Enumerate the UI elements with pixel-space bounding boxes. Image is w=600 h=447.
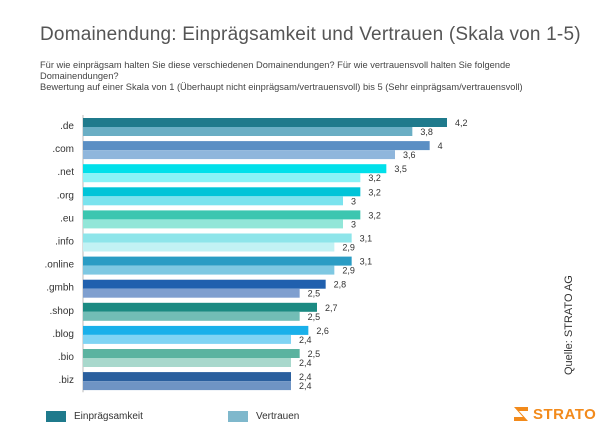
data-label-com-vertrauen: 3,6 [403,150,416,160]
category-label-blog: .blog [52,329,74,340]
data-label-net-einpraegsamkeit: 3,5 [394,164,407,174]
data-label-biz-einpraegsamkeit: 2,4 [299,372,312,382]
data-label-org-vertrauen: 3 [351,196,356,206]
subtitle-line-2: Bewertung auf einer Skala von 1 (Überhau… [40,82,523,92]
bar-info-vertrauen [83,242,335,252]
legend-swatch-einpraegsamkeit [46,411,66,422]
legend-item-einpraegsamkeit: Einprägsamkeit [46,411,143,422]
data-label-eu-einpraegsamkeit: 3,2 [368,210,381,220]
strato-logo-text: STRATO [533,405,597,423]
bar-de-einpraegsamkeit [83,118,447,127]
bar-biz-einpraegsamkeit [83,372,291,382]
bar-biz-vertrauen [83,381,291,391]
category-label-biz: .biz [58,375,74,386]
data-label-bio-vertrauen: 2,4 [299,358,312,368]
data-label-gmbh-vertrauen: 2,5 [308,289,321,299]
data-label-online-einpraegsamkeit: 3,1 [360,257,373,267]
bar-online-vertrauen [83,265,335,275]
data-label-online-vertrauen: 2,9 [342,266,355,276]
data-label-info-vertrauen: 2,9 [342,243,355,253]
category-label-bio: .bio [58,352,75,363]
bar-info-einpraegsamkeit [83,233,352,243]
bar-online-einpraegsamkeit [83,256,352,266]
category-label-eu: .eu [60,213,74,224]
category-label-info: .info [55,237,74,248]
subtitle-line-1: Für wie einprägsam halten Sie diese vers… [40,60,511,81]
bar-blog-vertrauen [83,334,291,344]
legend-item-vertrauen: Vertrauen [228,411,299,422]
bar-org-vertrauen [83,196,343,206]
bar-eu-vertrauen [83,219,343,229]
category-label-de: .de [60,121,74,132]
data-label-biz-vertrauen: 2,4 [299,381,312,391]
category-label-shop: .shop [50,306,75,317]
category-label-org: .org [57,190,74,201]
data-label-blog-einpraegsamkeit: 2,6 [316,326,329,336]
data-label-de-vertrauen: 3,8 [420,127,433,137]
data-label-com-einpraegsamkeit: 4 [438,141,443,151]
data-label-info-einpraegsamkeit: 3,1 [360,234,373,244]
bar-eu-einpraegsamkeit [83,210,361,220]
bar-shop-vertrauen [83,311,300,321]
bar-shop-einpraegsamkeit [83,302,317,312]
strato-logo-mark [514,407,528,421]
bar-org-einpraegsamkeit [83,187,361,197]
data-label-org-einpraegsamkeit: 3,2 [368,187,381,197]
data-label-eu-vertrauen: 3 [351,219,356,229]
bar-com-vertrauen [83,150,395,160]
data-label-gmbh-einpraegsamkeit: 2,8 [334,280,347,290]
legend-label-vertrauen: Vertrauen [256,411,300,422]
data-label-shop-vertrauen: 2,5 [308,312,321,322]
bar-bio-vertrauen [83,358,291,367]
data-label-bio-einpraegsamkeit: 2,5 [308,349,321,359]
bar-net-einpraegsamkeit [83,164,387,174]
bar-gmbh-vertrauen [83,288,300,298]
bar-de-vertrauen [83,127,413,136]
category-label-net: .net [57,167,74,178]
bar-com-einpraegsamkeit [83,141,430,151]
source-note: Quelle: STRATO AG [563,275,575,375]
category-label-gmbh: .gmbh [46,283,74,294]
bar-gmbh-einpraegsamkeit [83,279,326,289]
category-label-online: .online [45,260,75,271]
data-label-net-vertrauen: 3,2 [368,173,381,183]
chart-subtitle: Für wie einprägsam halten Sie diese vers… [40,60,580,93]
data-label-blog-vertrauen: 2,4 [299,335,312,345]
legend-swatch-vertrauen [228,411,248,422]
bar-net-vertrauen [83,173,361,183]
bar-blog-einpraegsamkeit [83,325,309,335]
data-label-shop-einpraegsamkeit: 2,7 [325,303,338,313]
bar-bio-einpraegsamkeit [83,349,300,358]
chart-title: Domainendung: Einprägsamkeit und Vertrau… [40,24,581,45]
legend-label-einpraegsamkeit: Einprägsamkeit [74,411,143,422]
data-label-de-einpraegsamkeit: 4,2 [455,118,468,128]
strato-logo: STRATO [512,405,596,423]
category-label-com: .com [52,144,74,155]
